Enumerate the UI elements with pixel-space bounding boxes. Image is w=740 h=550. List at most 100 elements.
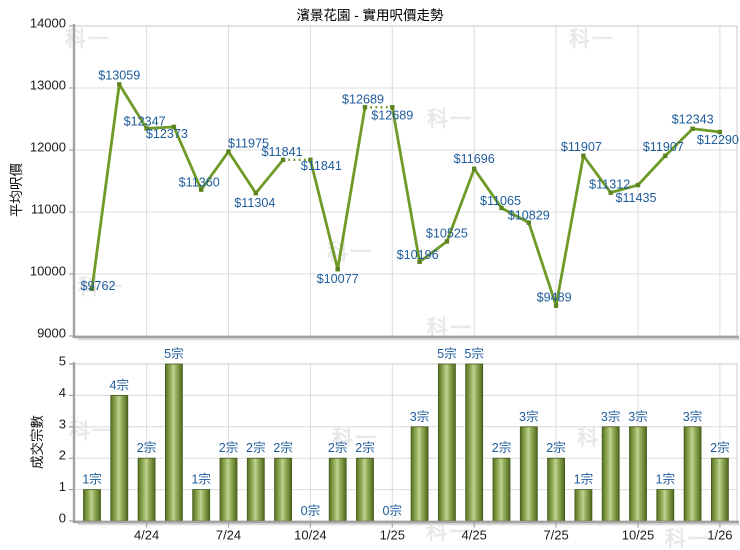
price-point-marker bbox=[526, 220, 531, 225]
watermark: 科一 bbox=[78, 276, 124, 299]
transaction-bar-label: 2宗 bbox=[710, 440, 730, 455]
price-point-marker bbox=[390, 105, 395, 110]
price-point-marker bbox=[417, 259, 422, 265]
price-point-label: $12373 bbox=[146, 127, 188, 141]
transaction-bar bbox=[410, 426, 429, 522]
price-point-marker bbox=[472, 166, 477, 172]
transaction-bar-label: 2宗 bbox=[492, 440, 512, 455]
price-line-segment bbox=[308, 158, 340, 271]
x-tick-label: 4/24 bbox=[134, 528, 159, 543]
price-line-segment bbox=[172, 125, 203, 192]
price-point-label: $11360 bbox=[179, 176, 220, 190]
price-line-segment bbox=[390, 105, 422, 264]
price-point-label: $9762 bbox=[80, 279, 115, 293]
transaction-bar bbox=[683, 426, 702, 522]
price-point-marker bbox=[253, 190, 258, 196]
price-point-label: $11696 bbox=[454, 152, 495, 166]
price-point-marker bbox=[89, 286, 95, 291]
price-point-label: $11065 bbox=[480, 194, 521, 208]
watermark: 科一 bbox=[426, 521, 472, 544]
transaction-bar bbox=[356, 457, 374, 522]
price-point-marker bbox=[553, 303, 559, 308]
transaction-bar-label: 2宗 bbox=[246, 440, 266, 455]
y-tick-label: 1 bbox=[59, 479, 66, 494]
y-tick-label: 12000 bbox=[30, 140, 66, 155]
price-line-segment bbox=[554, 154, 585, 308]
price-point-marker bbox=[335, 267, 340, 272]
price-line-segment bbox=[90, 82, 121, 291]
price-point-label: $12347 bbox=[124, 114, 166, 128]
watermark: 科一 bbox=[332, 427, 378, 450]
price-point-label: $9489 bbox=[537, 291, 572, 305]
price-point-marker bbox=[199, 187, 204, 192]
transaction-bar bbox=[246, 457, 265, 522]
price-point-label: $11312 bbox=[589, 178, 630, 192]
watermark: 科一 bbox=[327, 241, 373, 264]
price-point-marker bbox=[581, 153, 586, 158]
transaction-bar bbox=[137, 457, 156, 522]
y-tick-label: 2 bbox=[59, 448, 66, 463]
transaction-bar bbox=[437, 363, 456, 522]
y-tick-label: 0 bbox=[59, 511, 66, 526]
transaction-bar-label: 1宗 bbox=[655, 472, 675, 487]
transaction-bar-label: 0宗 bbox=[382, 503, 402, 518]
price-point-marker bbox=[117, 82, 122, 87]
transaction-bar bbox=[492, 457, 511, 522]
x-tick-label: 1/26 bbox=[707, 528, 732, 543]
price-line-segment bbox=[582, 154, 613, 195]
y-tick-label: 10000 bbox=[30, 264, 66, 279]
x-tick-label: 10/25 bbox=[622, 528, 655, 543]
price-point-marker bbox=[663, 153, 668, 158]
price-chart: $9762 $13059 $12347$12373 $11360 $11975 $1130… bbox=[30, 16, 740, 341]
price-point-label: $11907 bbox=[643, 140, 684, 154]
price-point-label: $12290 bbox=[697, 133, 739, 147]
y-tick-label: 13000 bbox=[30, 78, 66, 93]
price-point-label: $12343 bbox=[672, 113, 714, 127]
watermark: 科一 bbox=[69, 420, 115, 443]
x-tick-label: 4/25 bbox=[462, 528, 487, 543]
price-point-label: $11975 bbox=[228, 137, 269, 151]
price-point-label: $12689 bbox=[371, 108, 413, 122]
price-line-segment bbox=[663, 127, 694, 158]
transaction-bar-label: 3宗 bbox=[410, 409, 430, 424]
watermark: 科一 bbox=[569, 28, 615, 51]
transaction-bar-label: 2宗 bbox=[355, 440, 375, 455]
price-point-marker bbox=[280, 157, 286, 163]
transaction-bar-label: 5宗 bbox=[464, 346, 484, 361]
transaction-bar-label: 3宗 bbox=[628, 409, 648, 424]
transaction-bar bbox=[629, 426, 647, 522]
transaction-bar bbox=[274, 457, 293, 522]
transaction-bar-label: 5宗 bbox=[437, 346, 457, 361]
price-point-marker bbox=[171, 124, 177, 130]
transaction-bar-label: 0宗 bbox=[301, 503, 321, 518]
price-point-label: $10196 bbox=[397, 248, 439, 262]
transaction-bar-label: 5宗 bbox=[164, 346, 184, 361]
price-line-segment bbox=[145, 125, 176, 130]
price-point-marker bbox=[717, 129, 723, 135]
price-line-segment bbox=[472, 167, 503, 210]
transaction-bar-label: 1宗 bbox=[574, 472, 594, 487]
x-tick-label: 1/25 bbox=[380, 528, 405, 543]
y-tick-label: 11000 bbox=[31, 202, 66, 217]
price-line-segment bbox=[199, 150, 230, 192]
price-line-segment bbox=[527, 221, 558, 308]
transaction-bar bbox=[164, 363, 183, 522]
price-point-label: $13059 bbox=[98, 68, 140, 82]
y-tick-label: 9000 bbox=[37, 326, 66, 341]
price-point-label: $11841 bbox=[262, 145, 303, 159]
transaction-bar bbox=[656, 489, 675, 522]
price-point-marker bbox=[308, 157, 313, 163]
price-line-segment bbox=[117, 82, 149, 130]
price-point-label: $10525 bbox=[426, 226, 468, 240]
price-line-segment bbox=[691, 127, 722, 134]
watermark: 科一 bbox=[665, 528, 711, 550]
transaction-bar-label: 1宗 bbox=[82, 472, 102, 487]
price-point-label: $12689 bbox=[342, 92, 384, 106]
watermark: 科一 bbox=[65, 28, 111, 51]
price-point-marker bbox=[635, 182, 641, 188]
price-point-marker bbox=[690, 126, 695, 131]
transaction-bar bbox=[83, 489, 101, 522]
transaction-bar bbox=[711, 457, 729, 522]
